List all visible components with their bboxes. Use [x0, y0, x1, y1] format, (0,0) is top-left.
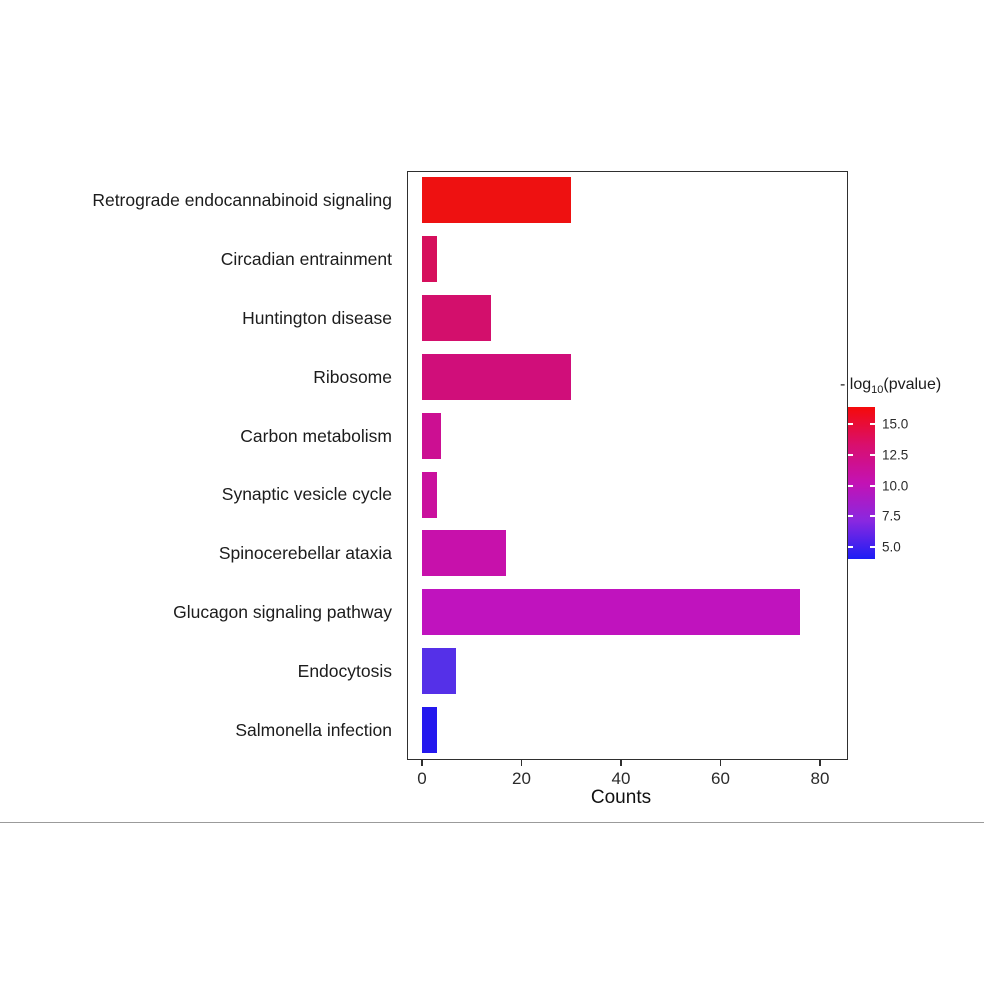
legend-tick-label: 5.0 [882, 539, 901, 555]
legend-tick-mark [848, 515, 853, 517]
legend-tick-mark [870, 485, 875, 487]
category-label: Ribosome [313, 366, 392, 387]
category-label: Retrograde endocannabinoid signaling [92, 189, 392, 210]
category-label: Salmonella infection [235, 720, 392, 741]
legend: - log10(pvalue) 15.0 12.5 10.0 7.5 5.0 [838, 376, 984, 576]
bar [421, 353, 571, 400]
bar [421, 235, 437, 282]
bar [421, 294, 492, 341]
x-axis: 0 20 40 60 80 [407, 760, 848, 800]
bar [421, 530, 507, 577]
category-label: Circadian entrainment [220, 248, 392, 269]
legend-tick-label: 15.0 [882, 416, 909, 432]
bar [421, 412, 442, 459]
legend-tick-mark [870, 546, 875, 548]
x-axis-tick [819, 760, 821, 766]
legend-title: - log10(pvalue) [840, 376, 941, 396]
legend-tick-mark [848, 546, 853, 548]
legend-title-prefix: - log [840, 376, 872, 393]
x-axis-tick-label: 60 [711, 769, 730, 788]
legend-title-subscript: 10 [871, 384, 884, 397]
x-axis-tick-label: 0 [417, 769, 427, 788]
legend-tick-label: 12.5 [882, 447, 909, 463]
x-axis-title: Counts [590, 787, 652, 808]
category-label: Endocytosis [297, 661, 392, 682]
plot-panel [407, 171, 848, 760]
x-axis-tick-label: 20 [512, 769, 531, 788]
legend-title-suffix: (pvalue) [883, 376, 942, 393]
category-label: Glucagon signaling pathway [173, 602, 392, 623]
legend-tick-mark [848, 454, 853, 456]
x-axis-tick [520, 760, 523, 766]
bar [421, 177, 571, 224]
x-axis-tick-label: 40 [611, 769, 631, 788]
legend-tick-label: 7.5 [882, 508, 901, 524]
bar [421, 707, 437, 754]
x-axis-tick [719, 760, 722, 766]
category-label: Carbon metabolism [240, 425, 392, 446]
legend-tick-mark [848, 423, 853, 425]
bar [421, 589, 800, 636]
category-label: Spinocerebellar ataxia [218, 543, 392, 564]
legend-tick-label: 10.0 [882, 478, 909, 494]
x-axis-tick [620, 760, 622, 766]
category-label: Huntington disease [242, 307, 392, 328]
bar [421, 648, 457, 695]
category-axis-labels: Retrograde endocannabinoid signaling Circ… [0, 171, 399, 760]
legend-tick-mark [870, 454, 875, 456]
bar [421, 471, 437, 518]
divider-line [0, 822, 984, 824]
x-axis-tick-label: 80 [810, 769, 830, 788]
legend-tick-mark [848, 485, 853, 487]
legend-tick-mark [870, 423, 875, 425]
legend-tick-mark [870, 515, 875, 517]
x-axis-tick [421, 760, 423, 766]
legend-gradient-colorbar [848, 407, 875, 559]
category-label: Synaptic vesicle cycle [221, 484, 392, 505]
